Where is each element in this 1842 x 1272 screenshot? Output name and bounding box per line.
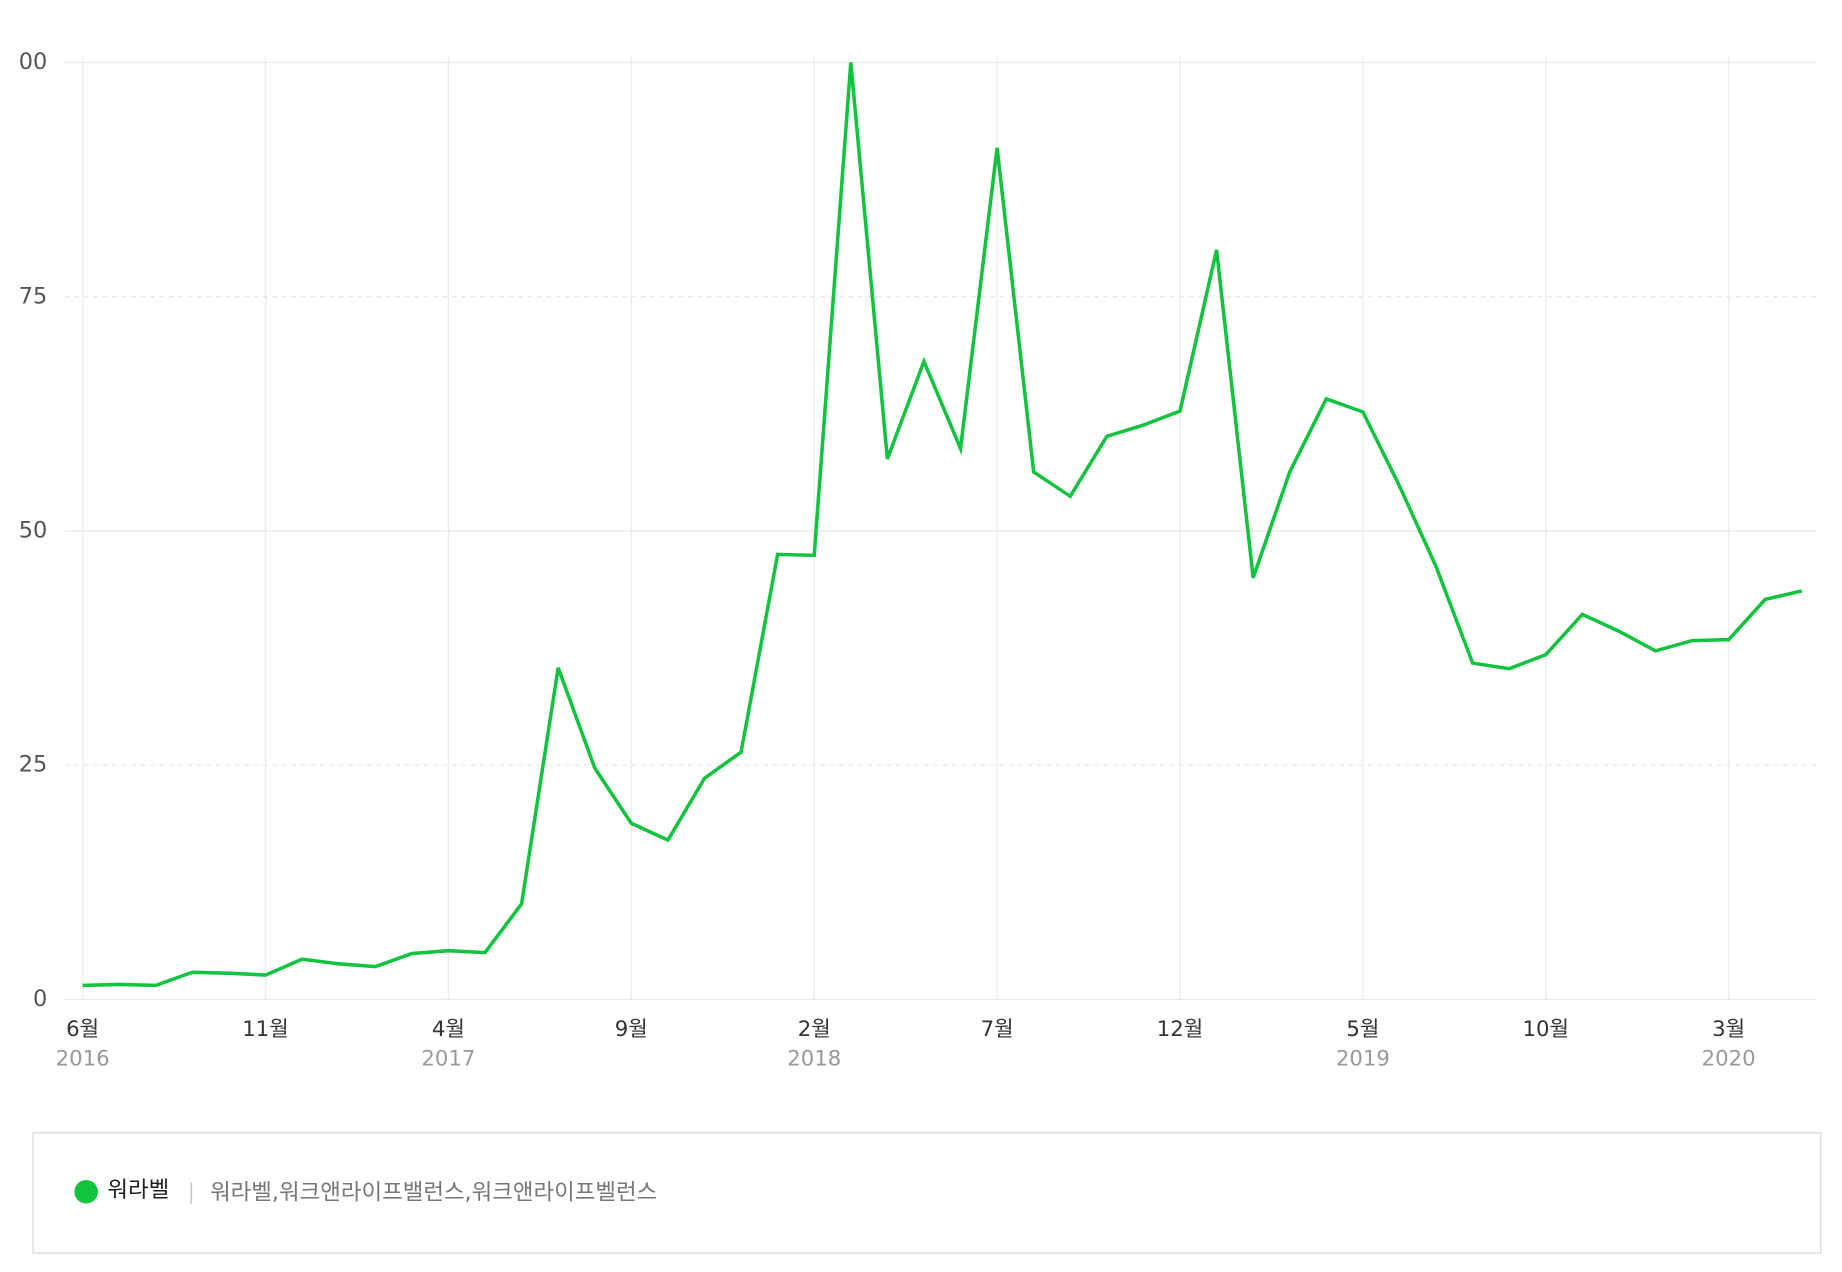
x-year-label: 2019: [1336, 1047, 1390, 1072]
x-tick-label: 10월: [1523, 1017, 1570, 1042]
x-tick-label: 5월: [1346, 1017, 1379, 1042]
y-tick-label: 0: [33, 986, 47, 1012]
line-series: [82, 62, 1803, 988]
x-tick-label: 3월: [1712, 1017, 1745, 1042]
x-tick-label: 9월: [615, 1017, 648, 1042]
x-tick-label: 7월: [981, 1017, 1014, 1042]
legend-marker: [74, 1179, 98, 1204]
x-tick-label: 11월: [242, 1017, 289, 1042]
x-year-label: 2018: [787, 1047, 841, 1072]
x-year-label: 2016: [56, 1047, 110, 1072]
x-tick-label: 2월: [798, 1017, 831, 1042]
x-tick-label: 4월: [432, 1017, 465, 1042]
legend-label: 워라벨: [107, 1177, 169, 1203]
legend-separator: |: [188, 1180, 195, 1205]
x-tick-label: 12월: [1157, 1017, 1204, 1042]
legend-box: [32, 1132, 1822, 1254]
y-tick-label: 25: [19, 752, 48, 778]
x-year-label: 2017: [421, 1047, 475, 1072]
y-tick-label: 00: [19, 49, 48, 75]
y-tick-label: 75: [19, 283, 48, 309]
x-tick-label: 6월: [66, 1017, 99, 1042]
y-tick-label: 50: [19, 517, 48, 543]
legend-keywords: 워라벨,워크앤라이프밸런스,워크앤라이프벨런스: [210, 1179, 657, 1205]
x-year-label: 2020: [1702, 1047, 1756, 1072]
